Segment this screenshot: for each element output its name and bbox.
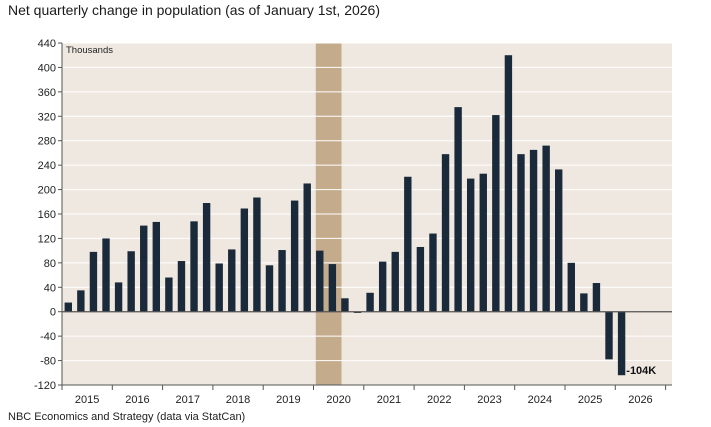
y-tick-label: 240 xyxy=(38,160,56,172)
bar xyxy=(64,302,72,312)
y-tick-label: -120 xyxy=(34,380,56,392)
x-tick-label: 2023 xyxy=(477,394,501,406)
bar xyxy=(592,283,601,312)
bar xyxy=(378,261,387,312)
bar xyxy=(127,251,135,312)
source-note: NBC Economics and Strategy (data via Sta… xyxy=(8,411,246,423)
x-tick-label: 2015 xyxy=(75,394,99,406)
bar xyxy=(529,149,538,312)
y-tick-label: 360 xyxy=(38,87,56,99)
x-tick-label: 2019 xyxy=(276,394,300,406)
x-tick-label: 2020 xyxy=(326,394,350,406)
bar xyxy=(114,282,123,312)
bar xyxy=(77,290,85,312)
bar xyxy=(190,221,198,312)
y-tick-label: 80 xyxy=(44,258,56,270)
x-tick-label: 2021 xyxy=(377,394,401,406)
bar xyxy=(353,311,362,313)
y-tick-label: 280 xyxy=(38,136,56,148)
y-tick-label: 0 xyxy=(50,307,56,319)
bar xyxy=(165,277,173,312)
bar xyxy=(391,251,399,312)
bar xyxy=(215,263,223,312)
y-tick-label: 440 xyxy=(38,38,56,50)
bar xyxy=(567,262,575,312)
bar xyxy=(542,145,550,312)
y-tick-label: 200 xyxy=(38,185,56,197)
x-tick-label: 2018 xyxy=(226,394,250,406)
y-tick-label: 400 xyxy=(38,62,56,74)
bar xyxy=(416,246,425,312)
bar xyxy=(152,221,161,312)
bar xyxy=(303,183,311,312)
bar xyxy=(441,154,450,312)
bar xyxy=(202,203,211,312)
bar xyxy=(492,115,500,312)
y-tick-label: 120 xyxy=(38,233,56,245)
bar xyxy=(265,265,274,312)
bar xyxy=(454,107,462,312)
bar xyxy=(328,264,337,312)
bar xyxy=(404,176,412,312)
bar xyxy=(102,238,110,312)
bar xyxy=(290,200,299,312)
bar xyxy=(479,173,487,312)
data-label-last: -104K xyxy=(626,365,656,377)
bar xyxy=(240,208,249,312)
bar xyxy=(89,251,98,312)
x-tick-label: 2017 xyxy=(176,394,200,406)
bar xyxy=(617,311,626,376)
bar xyxy=(140,225,148,312)
y-axis-unit-label: Thousands xyxy=(66,45,113,56)
bar xyxy=(177,261,186,312)
x-tick-label: 2026 xyxy=(628,394,652,406)
bar xyxy=(605,311,613,360)
x-tick-label: 2022 xyxy=(427,394,451,406)
x-tick-label: 2025 xyxy=(578,394,602,406)
chart-title: Net quarterly change in population (as o… xyxy=(8,2,381,18)
bar xyxy=(228,249,236,312)
bar xyxy=(466,178,475,312)
bar xyxy=(278,250,286,312)
bar xyxy=(504,55,513,312)
bar xyxy=(341,298,349,312)
x-tick-label: 2016 xyxy=(125,394,149,406)
bar xyxy=(316,250,324,312)
bar xyxy=(580,293,588,312)
y-tick-label: 320 xyxy=(38,111,56,123)
bar xyxy=(429,233,437,312)
y-tick-label: -80 xyxy=(40,356,56,368)
bar xyxy=(555,169,563,312)
y-tick-label: 40 xyxy=(44,282,56,294)
x-tick-label: 2024 xyxy=(528,394,552,406)
y-tick-label: 160 xyxy=(38,209,56,221)
y-tick-label: -40 xyxy=(40,331,56,343)
bar xyxy=(366,292,374,312)
bar xyxy=(253,197,261,312)
bar xyxy=(517,154,525,312)
